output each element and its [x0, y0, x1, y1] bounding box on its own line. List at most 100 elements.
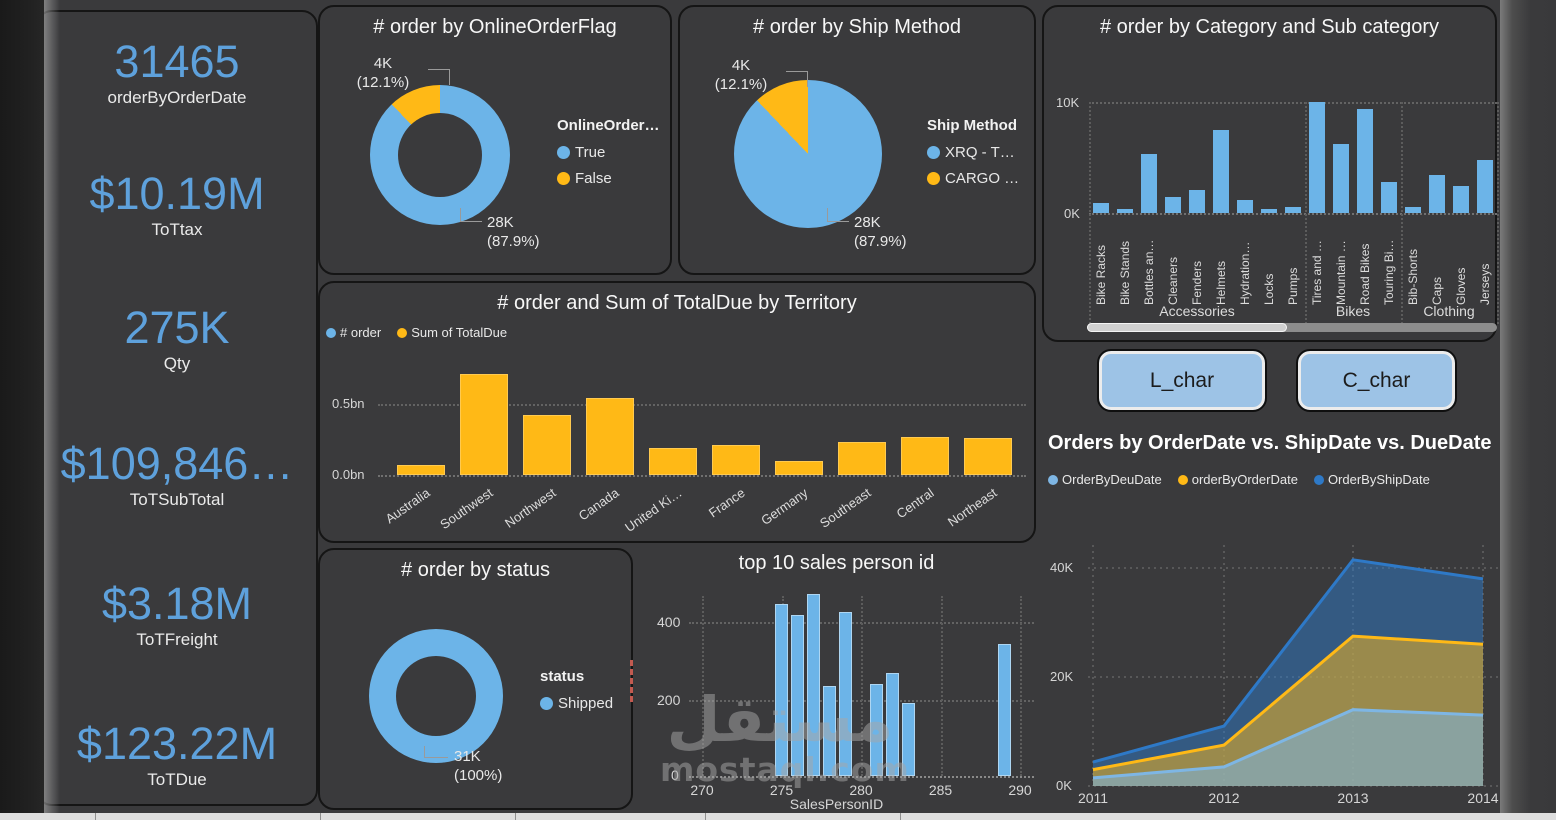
- bar-salesperson-275[interactable]: [775, 603, 788, 776]
- bar-helmets[interactable]: [1213, 129, 1229, 213]
- bar-salesperson-276[interactable]: [790, 615, 804, 776]
- bar-cleaners[interactable]: [1165, 197, 1181, 213]
- bar-france[interactable]: [712, 445, 760, 475]
- bar-bib-shorts[interactable]: [1405, 207, 1421, 213]
- kpi-order-count: 31465 orderByOrderDate: [38, 38, 316, 108]
- callout-connector: [460, 208, 482, 222]
- chart-title: Orders by OrderDate vs. ShipDate vs. Due…: [1048, 432, 1492, 454]
- callout-true-slice: 28K (87.9%): [487, 214, 540, 250]
- x-tick-label: Bib-Shorts: [1406, 248, 1420, 305]
- territory-plot: Australia Southwest Northwest Canada United …: [320, 283, 1038, 545]
- bar-southwest[interactable]: [460, 374, 508, 475]
- legend-title: Ship Method: [927, 117, 1017, 134]
- ship-method-pie[interactable]: [734, 80, 882, 228]
- strip-divider: [515, 813, 516, 820]
- l-char-button[interactable]: L_char: [1097, 349, 1267, 412]
- kpi-value: $109,846…: [60, 438, 294, 489]
- bar-central[interactable]: [901, 436, 949, 475]
- legend-item-true[interactable]: True: [557, 144, 660, 161]
- x-tick-label: Locks: [1262, 273, 1276, 305]
- legend-item-xrq[interactable]: XRQ - T…: [927, 144, 1019, 161]
- bar-salesperson-277[interactable]: [806, 594, 820, 776]
- bar-salesperson-283[interactable]: [902, 703, 916, 776]
- bar-caps[interactable]: [1429, 175, 1445, 213]
- status-card: # order by status 31K (100%) status Shipp…: [318, 548, 633, 810]
- bar-salesperson-279[interactable]: [838, 611, 852, 776]
- x-tick-label: Fenders: [1190, 260, 1204, 305]
- legend-title: status: [540, 668, 585, 685]
- gridline-10k: [1089, 102, 1497, 104]
- legend-item-order[interactable]: # order: [326, 325, 381, 340]
- bar-hydration-[interactable]: [1237, 199, 1253, 213]
- x-axis-title: SalesPersonID: [789, 796, 884, 812]
- bar-salesperson-281[interactable]: [870, 684, 884, 776]
- legend-item-cargo[interactable]: CARGO …: [927, 170, 1019, 187]
- x-axis-baseline: [689, 776, 1034, 778]
- line-OrderByDeuDate: [1092, 708, 1484, 780]
- legend-item-totaldue[interactable]: Sum of TotalDue: [397, 325, 507, 340]
- x-tick-label: Touring Bi…: [1382, 239, 1396, 305]
- x-tick-label: Bottles an…: [1142, 239, 1156, 305]
- legend-item-false[interactable]: False: [557, 170, 660, 187]
- legend-item-orderdate[interactable]: orderByOrderDate: [1177, 472, 1298, 487]
- bar-northeast[interactable]: [964, 438, 1012, 475]
- bar-tires-and-[interactable]: [1309, 102, 1325, 213]
- gridline: [1020, 596, 1022, 776]
- kpi-label: ToTtax: [151, 220, 203, 240]
- bottom-window-strip: [0, 813, 1556, 820]
- area-OrderByDeuDate[interactable]: [1093, 709, 1483, 786]
- legend-item-duedate[interactable]: OrderByDeuDate: [1048, 472, 1162, 487]
- y-tick-40k: 40K: [1050, 560, 1074, 575]
- bar-bottles-an-[interactable]: [1141, 154, 1157, 213]
- bar-salesperson-278[interactable]: [822, 686, 836, 776]
- y-tick-label: 200: [657, 692, 681, 708]
- legend-item-shipped[interactable]: Shipped: [540, 695, 613, 712]
- bar-united-ki-[interactable]: [649, 448, 697, 475]
- bar-mountain-[interactable]: [1333, 144, 1349, 213]
- bar-germany[interactable]: [775, 460, 823, 475]
- bar-canada[interactable]: [586, 398, 634, 475]
- bar-southeast[interactable]: [838, 442, 886, 475]
- x-tick-label: 2013: [1337, 790, 1369, 806]
- bar-locks[interactable]: [1261, 208, 1277, 213]
- y-tick-00bn: 0.0bn: [332, 467, 365, 482]
- bar-road-bikes[interactable]: [1357, 108, 1373, 213]
- callout-xrq-slice: 28K (87.9%): [854, 214, 907, 250]
- category-scrollbar-thumb[interactable]: [1087, 323, 1287, 332]
- bar-gloves[interactable]: [1453, 186, 1469, 213]
- bar-northwest[interactable]: [523, 415, 571, 475]
- bar-fenders[interactable]: [1189, 189, 1205, 213]
- bar-touring-bi-[interactable]: [1381, 181, 1397, 213]
- x-tick-label: Jerseys: [1478, 263, 1492, 305]
- bar-salesperson-282[interactable]: [886, 672, 900, 776]
- category-plot: Bike Racks Bike Stands Bottles an… Cleaners…: [1044, 7, 1499, 344]
- bar-bike-stands[interactable]: [1117, 209, 1133, 213]
- kpi-freight: $3.18M ToTFreight: [38, 580, 316, 650]
- legend-dot: [397, 327, 408, 338]
- online-order-flag-card: # order by OnlineOrderFlag 4K (12.1%) 28K…: [318, 5, 672, 275]
- online-order-flag-donut[interactable]: [370, 85, 510, 225]
- red-dashed-marker: [630, 660, 633, 702]
- bar-jerseys[interactable]: [1477, 159, 1493, 213]
- bar-pumps[interactable]: [1285, 207, 1301, 213]
- bar-australia[interactable]: [397, 465, 445, 475]
- category-scrollbar-track[interactable]: [1087, 323, 1497, 332]
- kpi-value: $10.19M: [89, 168, 265, 219]
- orders-by-dates-chart: Orders by OrderDate vs. ShipDate vs. Due…: [1048, 432, 1500, 814]
- x-tick-label: Hydration…: [1238, 241, 1252, 305]
- status-donut[interactable]: [369, 629, 503, 763]
- strip-divider: [705, 813, 706, 820]
- x-tick-label: 280: [849, 782, 873, 798]
- legend-dot: [557, 146, 570, 159]
- c-char-button[interactable]: C_char: [1296, 349, 1457, 412]
- left-edge-glare: [44, 0, 60, 814]
- legend-dot: [1048, 474, 1058, 485]
- territory-card: # order and Sum of TotalDue by Territory…: [318, 281, 1036, 543]
- legend: status Shipped: [540, 668, 613, 721]
- legend-item-shipdate[interactable]: OrderByShipDate: [1313, 472, 1430, 487]
- legend-dot: [540, 697, 553, 710]
- area-plot[interactable]: [1048, 540, 1500, 790]
- bar-bike-racks[interactable]: [1093, 203, 1109, 213]
- strip-divider: [900, 813, 901, 820]
- bar-salesperson-289[interactable]: [997, 644, 1011, 776]
